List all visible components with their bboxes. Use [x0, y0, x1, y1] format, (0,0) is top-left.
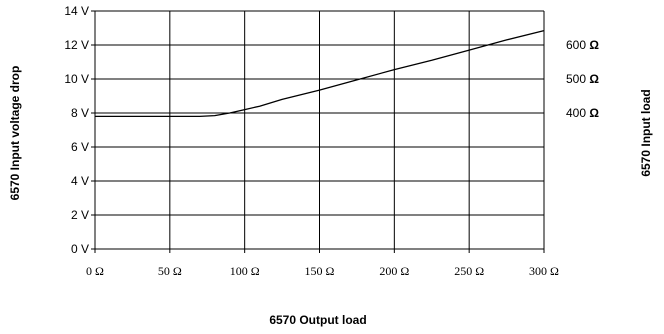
y-tick-label: 14 V — [64, 4, 89, 18]
grid — [95, 10, 545, 249]
x-tick-label: 300 Ω — [529, 264, 559, 278]
axes — [91, 10, 545, 253]
x-tick-label: 200 Ω — [379, 264, 409, 278]
tick-labels: 0 V 2 V 4 V 6 V 8 V 10 V 12 V 14 V 0 Ω 50 Ω 100 Ω 1… — [64, 4, 599, 278]
y2-axis-title: 6570 Input load — [639, 89, 653, 176]
y2-tick-label: 400 Ω — [566, 106, 599, 120]
x-tick-label: 100 Ω — [230, 264, 260, 278]
x-axis-title: 6570 Output load — [269, 313, 366, 327]
y-tick-label: 2 V — [71, 208, 89, 222]
y-tick-label: 6 V — [71, 140, 89, 154]
series-group — [95, 29, 545, 118]
y-axis-title: 6570 Input voltage drop — [8, 66, 22, 201]
y-tick-label: 4 V — [71, 174, 89, 188]
x-tick-label: 0 Ω — [86, 264, 104, 278]
y-tick-label: 0 V — [71, 242, 89, 256]
y-tick-label: 8 V — [71, 106, 89, 120]
y-tick-label: 10 V — [64, 72, 89, 86]
y-tick-label: 12 V — [64, 38, 89, 52]
x-tick-label: 50 Ω — [158, 264, 182, 278]
x-tick-label: 250 Ω — [454, 264, 484, 278]
series-line — [95, 29, 545, 118]
x-tick-label: 150 Ω — [305, 264, 335, 278]
y2-tick-label: 500 Ω — [566, 72, 599, 86]
y2-tick-label: 600 Ω — [566, 38, 599, 52]
